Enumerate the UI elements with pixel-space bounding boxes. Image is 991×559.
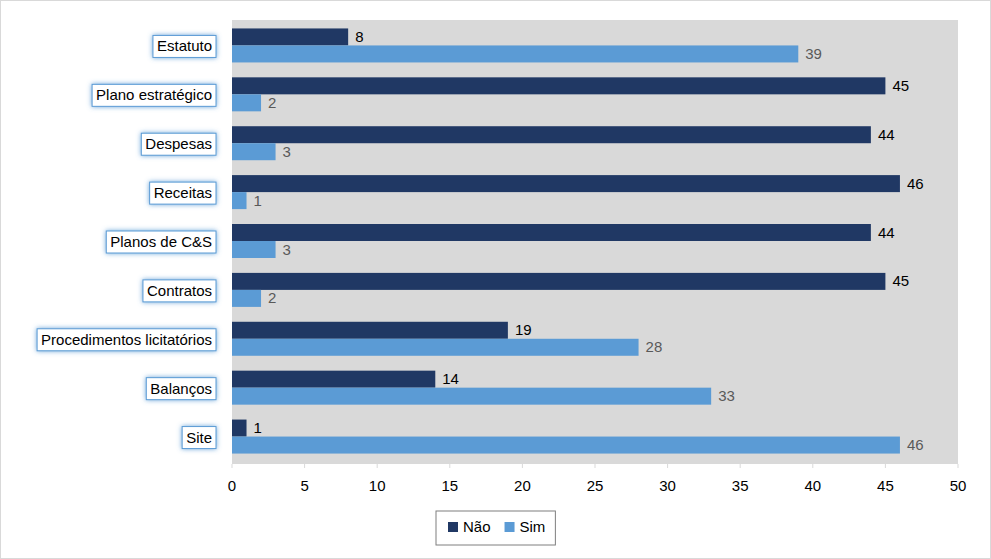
tick-label: 40 — [804, 477, 821, 494]
legend-label: Não — [463, 518, 491, 535]
bar — [232, 273, 885, 290]
category-label: Balanços — [150, 380, 212, 397]
tick-label: 25 — [587, 477, 604, 494]
bar — [232, 94, 261, 111]
bar — [232, 192, 247, 209]
bar — [232, 290, 261, 307]
bar — [232, 371, 435, 388]
bar — [232, 322, 508, 339]
category-label: Planos de C&S — [110, 233, 212, 250]
category-label: Procedimentos licitatórios — [41, 331, 212, 348]
data-label: 45 — [892, 272, 909, 289]
tick-label: 20 — [514, 477, 531, 494]
tick-mark — [958, 464, 959, 468]
tick-label: 50 — [950, 477, 967, 494]
data-label: 19 — [515, 321, 532, 338]
tick-label: 10 — [369, 477, 386, 494]
category-box — [146, 378, 216, 400]
data-label: 2 — [268, 289, 276, 306]
tick-mark — [304, 464, 305, 468]
legend-box — [436, 511, 555, 545]
tick-mark — [449, 464, 450, 468]
category-label: Site — [186, 429, 212, 446]
bar — [232, 28, 348, 45]
tick-mark — [232, 464, 233, 468]
y-axis-labels: Estatuto Plano estratégico Despesas Receita… — [37, 35, 216, 448]
bar — [232, 437, 900, 454]
data-label: 46 — [907, 175, 924, 192]
category-box — [182, 427, 216, 449]
data-labels: 8 45 44 46 44 45 19 14 1 39 2 3 1 3 2 28 33 46 — [254, 28, 924, 453]
x-axis: 0 5 10 15 20 25 30 35 40 45 50 — [228, 464, 967, 494]
y-axis — [231, 18, 233, 466]
bars — [232, 28, 900, 453]
tick-label: 5 — [300, 477, 308, 494]
category-label: Contratos — [147, 282, 212, 299]
data-label: 33 — [718, 387, 735, 404]
data-label: 2 — [268, 94, 276, 111]
tick-label: 45 — [877, 477, 894, 494]
category-label: Despesas — [145, 135, 212, 152]
data-label: 1 — [254, 192, 262, 209]
data-label: 45 — [892, 77, 909, 94]
category-label: Plano estratégico — [96, 86, 212, 103]
legend: Não Sim — [436, 511, 555, 545]
tick-mark — [740, 464, 741, 468]
chart: 8 45 44 46 44 45 19 14 1 39 2 3 1 3 2 28 33 46 Estatuto Pla… — [0, 0, 991, 559]
plot-area — [232, 20, 958, 464]
bar — [232, 143, 276, 160]
category-box — [37, 329, 216, 351]
category-box — [106, 231, 216, 253]
data-label: 3 — [283, 143, 291, 160]
category-label: Receitas — [154, 184, 212, 201]
data-label: 46 — [907, 436, 924, 453]
data-label: 14 — [442, 370, 459, 387]
tick-mark — [667, 464, 668, 468]
legend-swatch — [505, 522, 515, 532]
legend-swatch — [448, 522, 458, 532]
bar — [232, 77, 885, 94]
legend-label: Sim — [520, 518, 546, 535]
category-label: Estatuto — [157, 37, 212, 54]
bar — [232, 339, 639, 356]
bar — [232, 224, 871, 241]
data-label: 1 — [254, 419, 262, 436]
bar — [232, 420, 247, 437]
tick-mark — [812, 464, 813, 468]
data-label: 8 — [355, 28, 363, 45]
tick-mark — [377, 464, 378, 468]
bar — [232, 45, 798, 62]
category-box — [150, 182, 216, 204]
data-label: 44 — [878, 126, 895, 143]
bar — [232, 126, 871, 143]
category-box — [141, 133, 216, 155]
tick-mark — [885, 464, 886, 468]
tick-label: 15 — [441, 477, 458, 494]
tick-label: 35 — [732, 477, 749, 494]
data-label: 28 — [646, 338, 663, 355]
data-label: 44 — [878, 224, 895, 241]
category-box — [92, 84, 216, 106]
frame — [1, 1, 991, 559]
tick-mark — [595, 464, 596, 468]
tick-label: 0 — [228, 477, 236, 494]
category-box — [153, 35, 216, 57]
bar — [232, 241, 276, 258]
data-label: 39 — [805, 45, 822, 62]
bar — [232, 388, 711, 405]
tick-label: 30 — [659, 477, 676, 494]
category-box — [143, 280, 216, 302]
tick-mark — [522, 464, 523, 468]
bar — [232, 175, 900, 192]
data-label: 3 — [283, 241, 291, 258]
